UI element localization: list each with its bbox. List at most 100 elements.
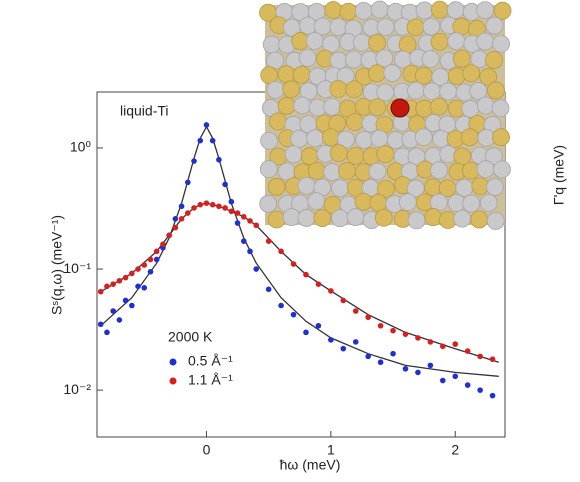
atom xyxy=(345,50,363,69)
inset-axis-label: Γ'q (meV) xyxy=(551,145,567,205)
legend-label: 0.5 Å⁻¹ xyxy=(188,353,233,369)
atom xyxy=(355,131,374,149)
atom xyxy=(469,82,488,100)
atom xyxy=(305,32,324,50)
inset-image xyxy=(259,0,512,230)
data-point xyxy=(110,281,116,287)
data-point xyxy=(110,308,116,314)
data-point xyxy=(97,321,104,328)
atom xyxy=(331,209,349,228)
atom xyxy=(339,2,358,21)
atom xyxy=(415,1,434,20)
data-point xyxy=(290,311,297,318)
atom xyxy=(460,128,479,147)
data-point xyxy=(185,179,191,186)
atom xyxy=(430,97,448,116)
data-point xyxy=(240,214,247,220)
atom xyxy=(262,35,281,54)
data-point xyxy=(191,158,197,164)
atom xyxy=(346,208,365,226)
data-point xyxy=(147,268,154,275)
data-point xyxy=(185,210,191,216)
data-point xyxy=(104,283,110,290)
atom xyxy=(439,82,458,101)
data-point xyxy=(464,348,471,354)
data-point xyxy=(209,201,216,208)
atom xyxy=(406,18,425,37)
atom xyxy=(462,64,481,83)
x-tick-label: 1 xyxy=(327,442,335,458)
atom xyxy=(438,179,457,198)
data-point xyxy=(240,238,247,244)
data-point xyxy=(197,137,204,144)
atom xyxy=(479,193,498,212)
data-point xyxy=(122,297,129,304)
atom xyxy=(338,162,356,180)
atom xyxy=(277,96,296,115)
atom xyxy=(346,147,365,165)
atom xyxy=(423,82,441,101)
atom xyxy=(452,49,471,68)
atom xyxy=(484,147,503,166)
atom xyxy=(374,208,393,227)
data-point xyxy=(153,256,160,263)
atom xyxy=(329,18,348,37)
data-point xyxy=(172,224,179,231)
data-point xyxy=(222,205,228,211)
data-point xyxy=(247,248,253,255)
data-point xyxy=(328,288,334,294)
atom xyxy=(329,144,348,163)
data-point xyxy=(228,208,235,215)
atom xyxy=(493,1,512,20)
atom xyxy=(479,67,498,86)
data-point xyxy=(315,281,322,287)
atom xyxy=(485,16,504,35)
data-point xyxy=(402,366,409,372)
atom xyxy=(297,176,316,195)
atom xyxy=(345,80,364,99)
legend-marker xyxy=(169,358,177,366)
data-point xyxy=(352,308,359,314)
atom xyxy=(462,194,481,213)
y-tick-label: 10⁻¹ xyxy=(63,260,91,276)
data-point xyxy=(452,373,459,380)
atom xyxy=(487,81,505,100)
atom xyxy=(267,177,286,196)
data-point xyxy=(116,277,123,284)
atom xyxy=(447,67,466,85)
atom xyxy=(353,33,371,52)
atom xyxy=(269,112,287,131)
atom xyxy=(345,113,364,131)
atom xyxy=(370,129,389,148)
data-point xyxy=(247,218,253,224)
atom xyxy=(424,208,443,226)
atom xyxy=(486,178,504,196)
data-point xyxy=(172,216,179,222)
atom xyxy=(370,0,389,19)
data-point xyxy=(440,343,446,350)
data-point xyxy=(265,238,272,244)
data-point xyxy=(234,210,241,216)
data-point xyxy=(377,359,384,366)
data-point xyxy=(178,203,185,210)
data-point xyxy=(452,341,459,347)
legend-marker xyxy=(169,377,177,385)
data-point xyxy=(390,350,396,357)
atom xyxy=(376,83,395,102)
data-point xyxy=(141,285,148,291)
data-point xyxy=(427,339,434,345)
atom xyxy=(323,163,342,181)
legend-title: 2000 K xyxy=(168,329,213,345)
atom xyxy=(453,209,472,228)
data-point xyxy=(377,322,384,329)
atom xyxy=(383,64,402,82)
atom xyxy=(322,128,340,147)
data-point xyxy=(402,331,409,337)
atom xyxy=(486,212,505,230)
data-point xyxy=(489,392,496,399)
atom xyxy=(455,178,474,197)
data-point xyxy=(222,181,228,188)
atom xyxy=(292,65,311,84)
atom xyxy=(376,18,395,36)
